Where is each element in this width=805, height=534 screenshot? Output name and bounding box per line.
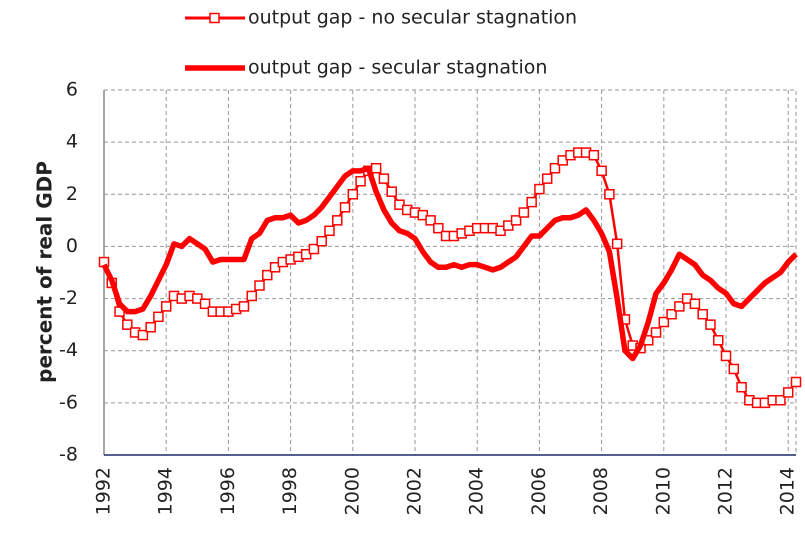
x-tick-label: 2002 [404, 467, 426, 515]
marker [153, 311, 164, 323]
x-tick-label: 2004 [466, 467, 488, 515]
marker [728, 363, 740, 375]
marker [324, 225, 335, 237]
legend-label: output gap - no secular stagnation [248, 7, 577, 29]
marker [790, 376, 802, 388]
legend-marker [209, 12, 220, 24]
x-tick-label: 1998 [279, 467, 301, 515]
y-tick-label: -4 [59, 339, 78, 361]
marker [705, 319, 716, 330]
marker [246, 290, 257, 302]
marker [145, 322, 156, 333]
marker [611, 238, 623, 250]
y-tick-label: -2 [59, 287, 78, 309]
plot-area [103, 89, 797, 456]
marker [720, 350, 732, 362]
marker [775, 395, 786, 406]
x-tick-label: 2008 [590, 467, 612, 515]
marker [122, 319, 133, 330]
x-tick-label: 2006 [528, 467, 550, 515]
marker [674, 301, 685, 312]
marker [510, 215, 522, 226]
marker [526, 196, 537, 208]
marker [518, 207, 530, 218]
marker [433, 222, 444, 234]
x-tick-label: 2012 [715, 467, 737, 515]
marker [658, 316, 670, 328]
marker [596, 165, 607, 177]
marker [254, 280, 265, 291]
marker [355, 176, 366, 187]
marker [782, 387, 794, 398]
marker [736, 381, 747, 393]
x-tick-label: 1992 [93, 467, 115, 515]
marker [697, 308, 708, 320]
marker [199, 298, 211, 310]
marker [308, 243, 320, 255]
x-tick-label: 2000 [341, 467, 363, 515]
marker [378, 173, 390, 184]
marker [666, 308, 677, 320]
marker [534, 183, 545, 195]
marker [316, 235, 327, 247]
y-tick-label: 6 [66, 79, 78, 101]
marker [549, 162, 561, 174]
marker [650, 327, 662, 338]
marker [339, 202, 351, 213]
marker [370, 162, 382, 174]
marker [160, 301, 172, 312]
x-tick-label: 2010 [652, 467, 674, 515]
marker [238, 301, 250, 312]
marker [689, 298, 701, 310]
y-tick-label: -8 [59, 444, 78, 466]
line-series [102, 151, 798, 405]
marker [588, 149, 600, 161]
y-axis-label: percent of real GDP [33, 161, 57, 383]
marker [347, 189, 359, 200]
marker [604, 189, 615, 200]
x-tick-label: 1994 [155, 467, 177, 515]
marker [137, 329, 149, 341]
marker [332, 215, 343, 226]
marker [262, 269, 273, 281]
y-tick-label: 2 [66, 183, 78, 205]
x-tick-label: 2014 [777, 467, 799, 515]
marker [386, 186, 397, 197]
x-tick-label: 1996 [217, 467, 239, 515]
y-tick-label: -6 [59, 391, 78, 413]
legend-label: output gap - secular stagnation [248, 57, 547, 79]
marker [541, 173, 553, 184]
y-tick-label: 0 [66, 235, 78, 257]
line-series [101, 165, 798, 362]
marker [425, 215, 436, 226]
marker [712, 335, 724, 346]
y-tick-label: 4 [66, 131, 78, 153]
